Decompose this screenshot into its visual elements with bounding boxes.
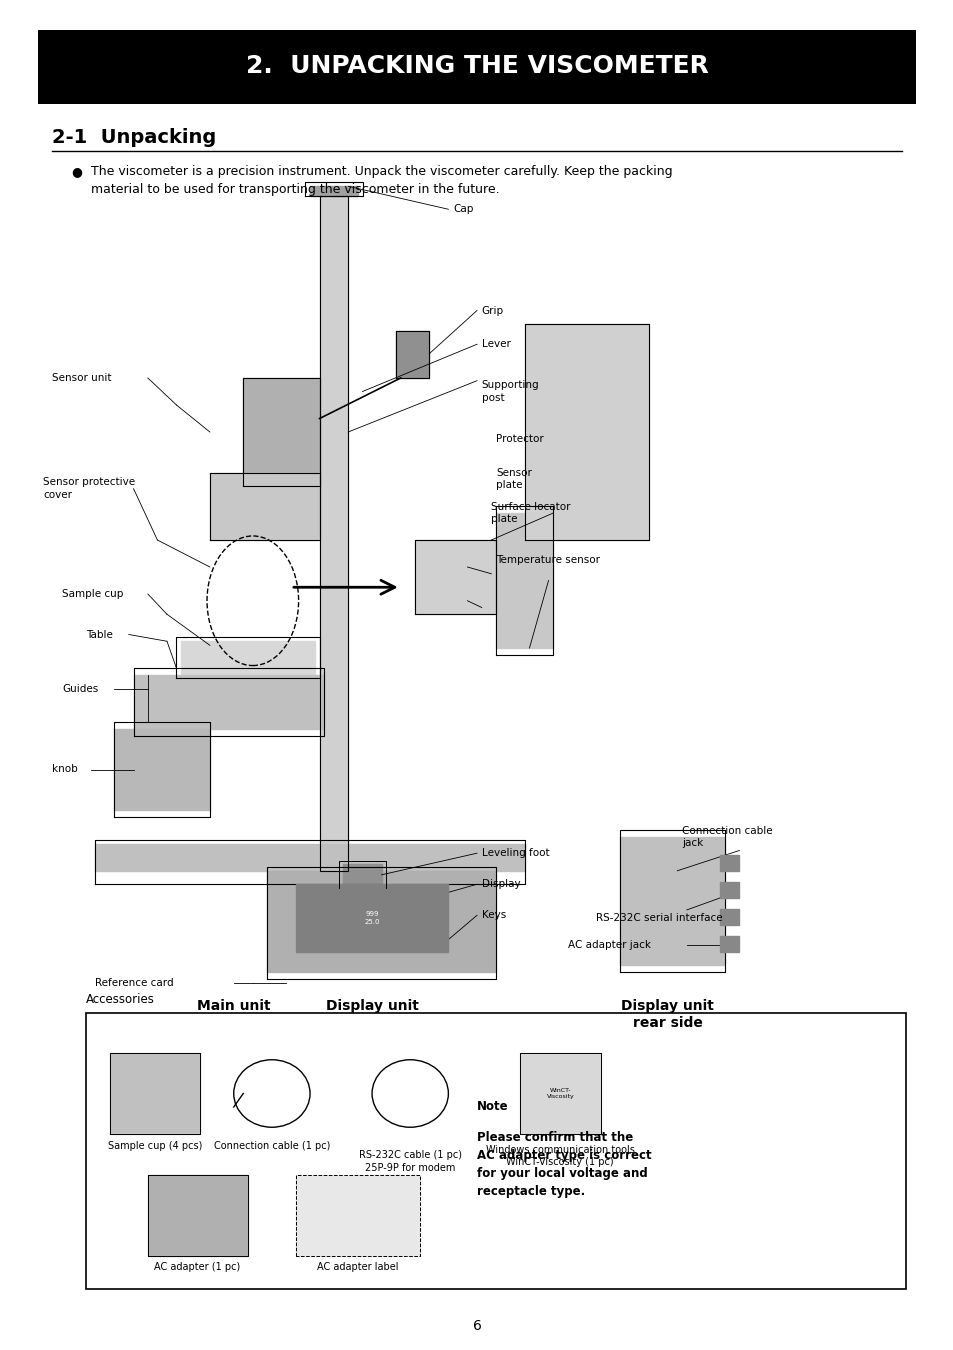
Polygon shape (519, 1053, 600, 1134)
Text: 2.  UNPACKING THE VISCOMETER: 2. UNPACKING THE VISCOMETER (245, 54, 708, 78)
Text: WinCT-
Viscosity: WinCT- Viscosity (546, 1088, 575, 1099)
Text: AC adapter (1 pc): AC adapter (1 pc) (154, 1262, 240, 1272)
Text: Sample cup: Sample cup (62, 589, 123, 599)
Polygon shape (110, 1053, 200, 1134)
Text: Windows communication tools
WinCT-Viscosity (1 pc): Windows communication tools WinCT-Viscos… (485, 1145, 634, 1168)
Polygon shape (720, 936, 739, 952)
Polygon shape (181, 641, 314, 675)
Polygon shape (133, 675, 324, 729)
Text: The viscometer is a precision instrument. Unpack the viscometer carefully. Keep : The viscometer is a precision instrument… (91, 165, 672, 196)
Polygon shape (319, 196, 348, 871)
Polygon shape (210, 472, 319, 540)
FancyBboxPatch shape (38, 30, 915, 104)
FancyBboxPatch shape (86, 1012, 905, 1289)
Text: Display unit
rear side: Display unit rear side (620, 999, 714, 1030)
Polygon shape (295, 1174, 419, 1256)
Text: 2-1  Unpacking: 2-1 Unpacking (52, 128, 216, 147)
Text: 6: 6 (472, 1319, 481, 1332)
Text: Protector: Protector (496, 433, 543, 444)
Text: AC adapter jack: AC adapter jack (567, 940, 650, 950)
Polygon shape (720, 855, 739, 871)
Text: Guides: Guides (62, 683, 98, 694)
Text: Please confirm that the
AC adapter type is correct
for your local voltage and
re: Please confirm that the AC adapter type … (476, 1131, 651, 1199)
Text: knob: knob (52, 764, 78, 775)
Text: Cap: Cap (453, 204, 473, 215)
Text: Sensor unit: Sensor unit (52, 373, 112, 383)
Text: ●: ● (71, 165, 82, 178)
Polygon shape (720, 909, 739, 925)
Polygon shape (114, 729, 210, 810)
Polygon shape (95, 844, 524, 871)
Text: Table: Table (86, 629, 112, 640)
Text: Surface locator
plate: Surface locator plate (491, 502, 570, 524)
Polygon shape (267, 871, 496, 972)
Polygon shape (619, 837, 724, 965)
Polygon shape (496, 513, 553, 648)
Text: RS-232C cable (1 pc)
25P-9P for modem: RS-232C cable (1 pc) 25P-9P for modem (358, 1150, 461, 1173)
Polygon shape (343, 864, 381, 884)
Text: Lever: Lever (481, 339, 510, 350)
Text: Connection cable
jack: Connection cable jack (681, 826, 772, 848)
Text: Supporting
post: Supporting post (481, 381, 538, 402)
Text: Sensor
plate: Sensor plate (496, 468, 532, 490)
Text: Keys: Keys (481, 910, 505, 921)
Polygon shape (148, 1174, 248, 1256)
Text: Main unit: Main unit (196, 999, 271, 1012)
FancyArrowPatch shape (294, 580, 395, 594)
Polygon shape (295, 884, 448, 952)
Text: Display: Display (481, 879, 519, 890)
Text: Display unit: Display unit (325, 999, 418, 1012)
Text: AC adapter label: AC adapter label (316, 1262, 398, 1272)
Text: Grip: Grip (481, 305, 503, 316)
Text: Temperature sensor: Temperature sensor (496, 555, 599, 566)
Text: Leveling foot: Leveling foot (481, 848, 549, 859)
Polygon shape (415, 540, 496, 614)
Polygon shape (524, 324, 648, 540)
Text: Sample cup (4 pcs): Sample cup (4 pcs) (109, 1141, 202, 1150)
Text: RS-232C serial interface: RS-232C serial interface (596, 913, 722, 923)
Polygon shape (720, 882, 739, 898)
Polygon shape (310, 186, 357, 196)
Text: Sensor protective
cover: Sensor protective cover (43, 478, 135, 500)
Text: Connection cable (1 pc): Connection cable (1 pc) (213, 1141, 330, 1150)
Polygon shape (243, 378, 319, 486)
Text: Accessories: Accessories (86, 992, 154, 1006)
Text: 999
25.0: 999 25.0 (364, 911, 379, 925)
Text: Reference card: Reference card (95, 977, 173, 988)
Polygon shape (395, 331, 429, 378)
Text: Note: Note (476, 1100, 508, 1114)
